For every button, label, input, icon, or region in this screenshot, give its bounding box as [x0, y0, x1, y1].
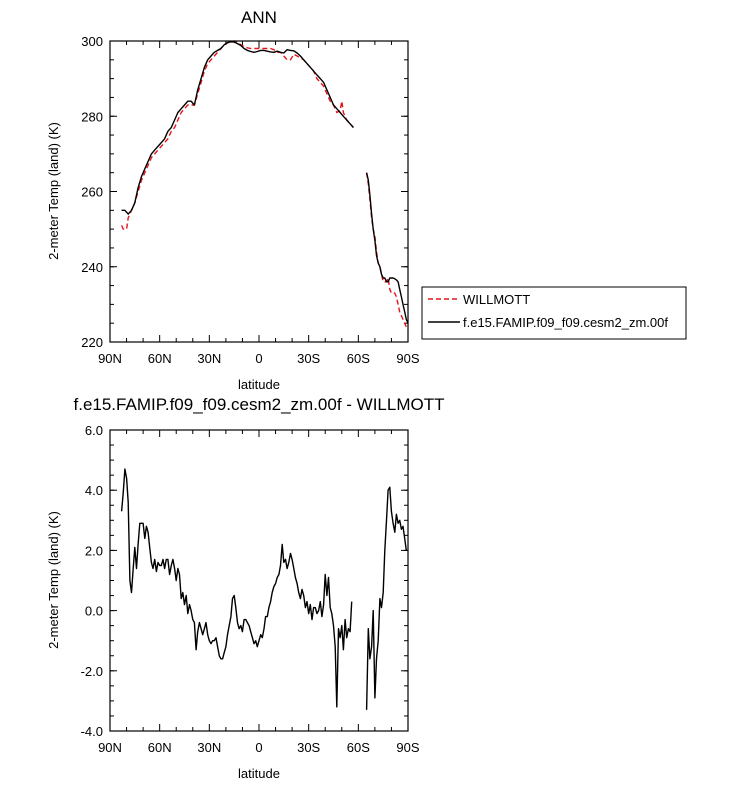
legend-label-model: f.e15.FAMIP.f09_f09.cesm2_zm.00f [463, 315, 668, 330]
legend-label-willmott: WILLMOTT [463, 292, 530, 307]
bottom-ytick-label: -2.0 [81, 664, 103, 679]
bottom-yaxis-label: 2-meter Temp (land) (K) [46, 511, 61, 649]
bottom-ytick-label: 4.0 [85, 483, 103, 498]
bottom-xtick-label: 90S [396, 740, 419, 755]
bottom-series-0-line [365, 486, 407, 710]
top-series-1-line [121, 41, 354, 215]
bottom-series-lines [120, 468, 407, 710]
bottom-chart: f.e15.FAMIP.f09_f09.cesm2_zm.00f - WILLM… [46, 395, 445, 781]
top-xtick-label: 30N [197, 351, 221, 366]
top-xtick-label: 30S [297, 351, 320, 366]
bottom-xtick-label: 60N [148, 740, 172, 755]
top-xtick-label: 60N [148, 351, 172, 366]
top-ytick-label: 220 [81, 335, 103, 350]
bottom-xtick-label: 30N [197, 740, 221, 755]
top-ytick-label: 260 [81, 185, 103, 200]
top-series-lines [120, 40, 409, 328]
top-ytick-label: 300 [81, 34, 103, 49]
top-xtick-label: 0 [255, 351, 262, 366]
top-ytick-label: 280 [81, 109, 103, 124]
top-xtick-label: 90N [98, 351, 122, 366]
top-chart: ANN 90N 60N 30N 0 30S 60S 90S 300 280 260 240 220 l… [46, 8, 420, 392]
top-xaxis-label: latitude [238, 377, 280, 392]
legend-box [421, 286, 687, 340]
bottom-xtick-label: 60S [347, 740, 370, 755]
top-axis-ticks: 90N 60N 30N 0 30S 60S 90S 300 280 260 240 220 [81, 34, 420, 366]
bottom-ytick-label: -4.0 [81, 724, 103, 739]
bottom-axis-ticks: 90N 60N 30N 0 30S 60S 90S 6.0 4.0 2.0 0.0 -2.0 -4.0 [81, 423, 420, 755]
bottom-xaxis-label: latitude [238, 766, 280, 781]
top-series-0-line [120, 40, 354, 230]
bottom-chart-title: f.e15.FAMIP.f09_f09.cesm2_zm.00f - WILLM… [74, 395, 445, 414]
bottom-xtick-label: 30S [297, 740, 320, 755]
bottom-ytick-label: 6.0 [85, 423, 103, 438]
top-series-0-line [365, 172, 407, 328]
bottom-plot-frame [109, 429, 409, 732]
top-xtick-label: 60S [347, 351, 370, 366]
top-series-1-line [365, 172, 409, 324]
bottom-series-0-line [120, 468, 353, 708]
bottom-xtick-label: 90N [98, 740, 122, 755]
top-ytick-label: 240 [81, 260, 103, 275]
top-yaxis-label: 2-meter Temp (land) (K) [46, 122, 61, 260]
top-plot-frame [109, 40, 409, 343]
top-xtick-label: 90S [396, 351, 419, 366]
top-chart-title: ANN [241, 8, 277, 27]
bottom-xtick-label: 0 [255, 740, 262, 755]
bottom-ytick-label: 2.0 [85, 543, 103, 558]
bottom-ytick-label: 0.0 [85, 604, 103, 619]
legend: WILLMOTT f.e15.FAMIP.f09_f09.cesm2_zm.00… [421, 286, 687, 340]
